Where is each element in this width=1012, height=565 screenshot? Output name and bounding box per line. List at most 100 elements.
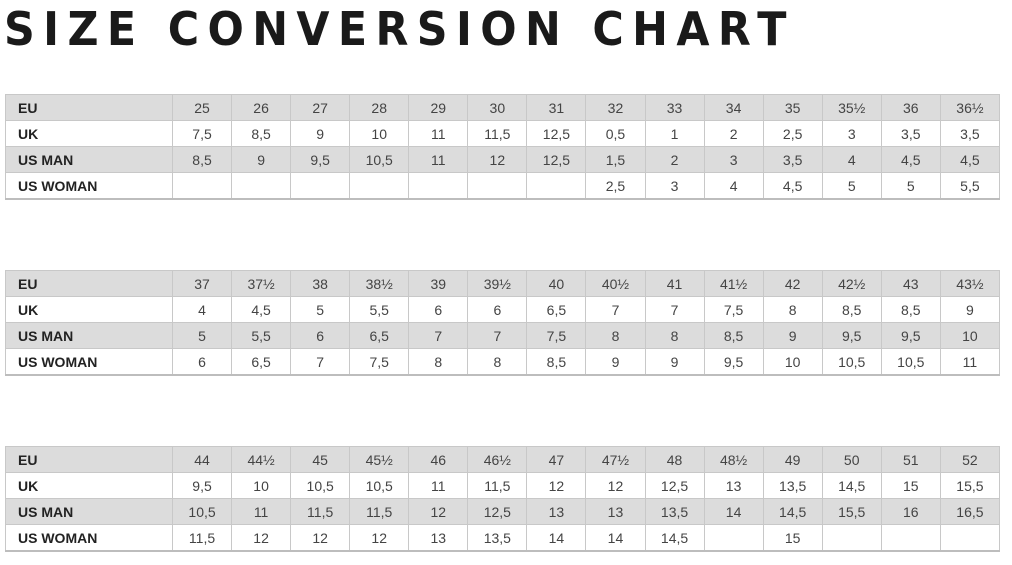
size-cell: 7 xyxy=(585,296,646,323)
size-cell: 10 xyxy=(349,120,410,147)
size-cell xyxy=(231,172,292,200)
size-cell: 4,5 xyxy=(880,146,941,173)
size-cell: 35 xyxy=(762,94,823,121)
size-cell: 12 xyxy=(526,472,587,499)
size-table-3: EU 44 44½ 45 45½ 46 46½ 47 47½ 48 48½ 49 50 51 52 UK 9,5… xyxy=(5,446,1001,552)
size-cell xyxy=(821,524,882,552)
size-cell: 37 xyxy=(171,270,233,297)
size-cell: 27 xyxy=(290,94,351,121)
size-cell: 11,5 xyxy=(171,524,233,552)
size-cell: 4 xyxy=(821,146,882,173)
size-cell: 8 xyxy=(644,322,705,349)
size-cell: 10 xyxy=(762,348,823,376)
table-row-eu: EU 44 44½ 45 45½ 46 46½ 47 47½ 48 48½ 49 50 51 52 xyxy=(5,446,1001,473)
size-cell: 9 xyxy=(939,296,1001,323)
size-cell: 10 xyxy=(231,472,292,499)
size-cell: 9,5 xyxy=(703,348,764,376)
table-row-us-man: US MAN 8,5 9 9,5 10,5 11 12 12,5 1,5 2 3 3,5 4 4,5 4,5 xyxy=(5,146,1001,173)
size-cell: 3 xyxy=(703,146,764,173)
size-cell: 29 xyxy=(408,94,469,121)
size-cell: 12,5 xyxy=(526,146,587,173)
size-table-1: EU 25 26 27 28 29 30 31 32 33 34 35 35½ 36 36½ UK 7,5 8,5… xyxy=(5,94,1001,200)
size-cell: 37½ xyxy=(231,270,292,297)
size-cell: 11 xyxy=(939,348,1001,376)
size-cell: 14 xyxy=(703,498,764,525)
size-cell: 11,5 xyxy=(467,472,528,499)
size-cell: 14,5 xyxy=(644,524,705,552)
size-cell: 6,5 xyxy=(526,296,587,323)
size-cell: 47 xyxy=(526,446,587,473)
size-cell: 8,5 xyxy=(171,146,233,173)
size-cell xyxy=(408,172,469,200)
size-cell: 38 xyxy=(290,270,351,297)
size-cell: 8 xyxy=(408,348,469,376)
size-cell: 8 xyxy=(762,296,823,323)
table-row-us-woman: US WOMAN 2,5 3 4 4,5 5 5 5,5 xyxy=(5,172,1001,200)
size-cell: 41 xyxy=(644,270,705,297)
size-cell: 12 xyxy=(408,498,469,525)
size-cell: 8,5 xyxy=(880,296,941,323)
size-cell xyxy=(290,172,351,200)
size-cell: 14 xyxy=(585,524,646,552)
size-cell: 13,5 xyxy=(762,472,823,499)
size-cell: 9,5 xyxy=(880,322,941,349)
size-cell: 2 xyxy=(703,120,764,147)
table-row-us-man: US MAN 10,5 11 11,5 11,5 12 12,5 13 13 13,5 14 14,5… xyxy=(5,498,1001,525)
size-cell: 13,5 xyxy=(644,498,705,525)
size-cell: 11,5 xyxy=(290,498,351,525)
size-cell: 43½ xyxy=(939,270,1001,297)
size-cell: 7 xyxy=(408,322,469,349)
size-cell xyxy=(880,524,941,552)
size-table-2: EU 37 37½ 38 38½ 39 39½ 40 40½ 41 41½ 42 42½ 43 43½ UK 4… xyxy=(5,270,1001,376)
size-cell: 5 xyxy=(821,172,882,200)
size-cell: 13 xyxy=(585,498,646,525)
size-cell: 12 xyxy=(349,524,410,552)
size-cell: 39½ xyxy=(467,270,528,297)
size-cell: 8 xyxy=(585,322,646,349)
size-cell: 3,5 xyxy=(939,120,1001,147)
table-row-eu: EU 37 37½ 38 38½ 39 39½ 40 40½ 41 41½ 42 42½ 43 43½ xyxy=(5,270,1001,297)
size-cell: 14,5 xyxy=(762,498,823,525)
size-cell: 4,5 xyxy=(762,172,823,200)
size-cell: 7 xyxy=(290,348,351,376)
size-cell: 12,5 xyxy=(644,472,705,499)
size-cell: 28 xyxy=(349,94,410,121)
size-cell: 52 xyxy=(939,446,1001,473)
size-cell: 5 xyxy=(171,322,233,349)
size-cell: 5,5 xyxy=(349,296,410,323)
size-cell: 11 xyxy=(408,120,469,147)
size-cell: 9,5 xyxy=(290,146,351,173)
size-cell: 10,5 xyxy=(171,498,233,525)
size-cell: 13 xyxy=(408,524,469,552)
size-cell: 4,5 xyxy=(939,146,1001,173)
size-cell: 4 xyxy=(703,172,764,200)
size-cell: 36 xyxy=(880,94,941,121)
size-cell: 44½ xyxy=(231,446,292,473)
size-cell: 5 xyxy=(290,296,351,323)
size-cell: 10,5 xyxy=(290,472,351,499)
size-cell: 12 xyxy=(467,146,528,173)
row-label: US WOMAN xyxy=(5,172,173,200)
row-label: US MAN xyxy=(5,146,173,173)
table-row-uk: UK 9,5 10 10,5 10,5 11 11,5 12 12 12,5 13 13,5 14,5 1… xyxy=(5,472,1001,499)
size-cell: 15 xyxy=(880,472,941,499)
size-cell: 13 xyxy=(703,472,764,499)
size-cell: 9,5 xyxy=(821,322,882,349)
size-cell: 7 xyxy=(644,296,705,323)
row-label: US MAN xyxy=(5,498,173,525)
size-cell xyxy=(171,172,233,200)
size-cell: 2,5 xyxy=(762,120,823,147)
size-cell: 7,5 xyxy=(349,348,410,376)
row-label: US WOMAN xyxy=(5,348,173,376)
size-cell: 2,5 xyxy=(585,172,646,200)
size-cell xyxy=(349,172,410,200)
size-cell: 12,5 xyxy=(526,120,587,147)
size-cell: 3,5 xyxy=(880,120,941,147)
size-cell: 12,5 xyxy=(467,498,528,525)
size-cell: 3 xyxy=(644,172,705,200)
size-cell: 3 xyxy=(821,120,882,147)
size-cell xyxy=(467,172,528,200)
size-cell: 6 xyxy=(467,296,528,323)
size-cell: 41½ xyxy=(703,270,764,297)
row-label: UK xyxy=(5,472,173,499)
